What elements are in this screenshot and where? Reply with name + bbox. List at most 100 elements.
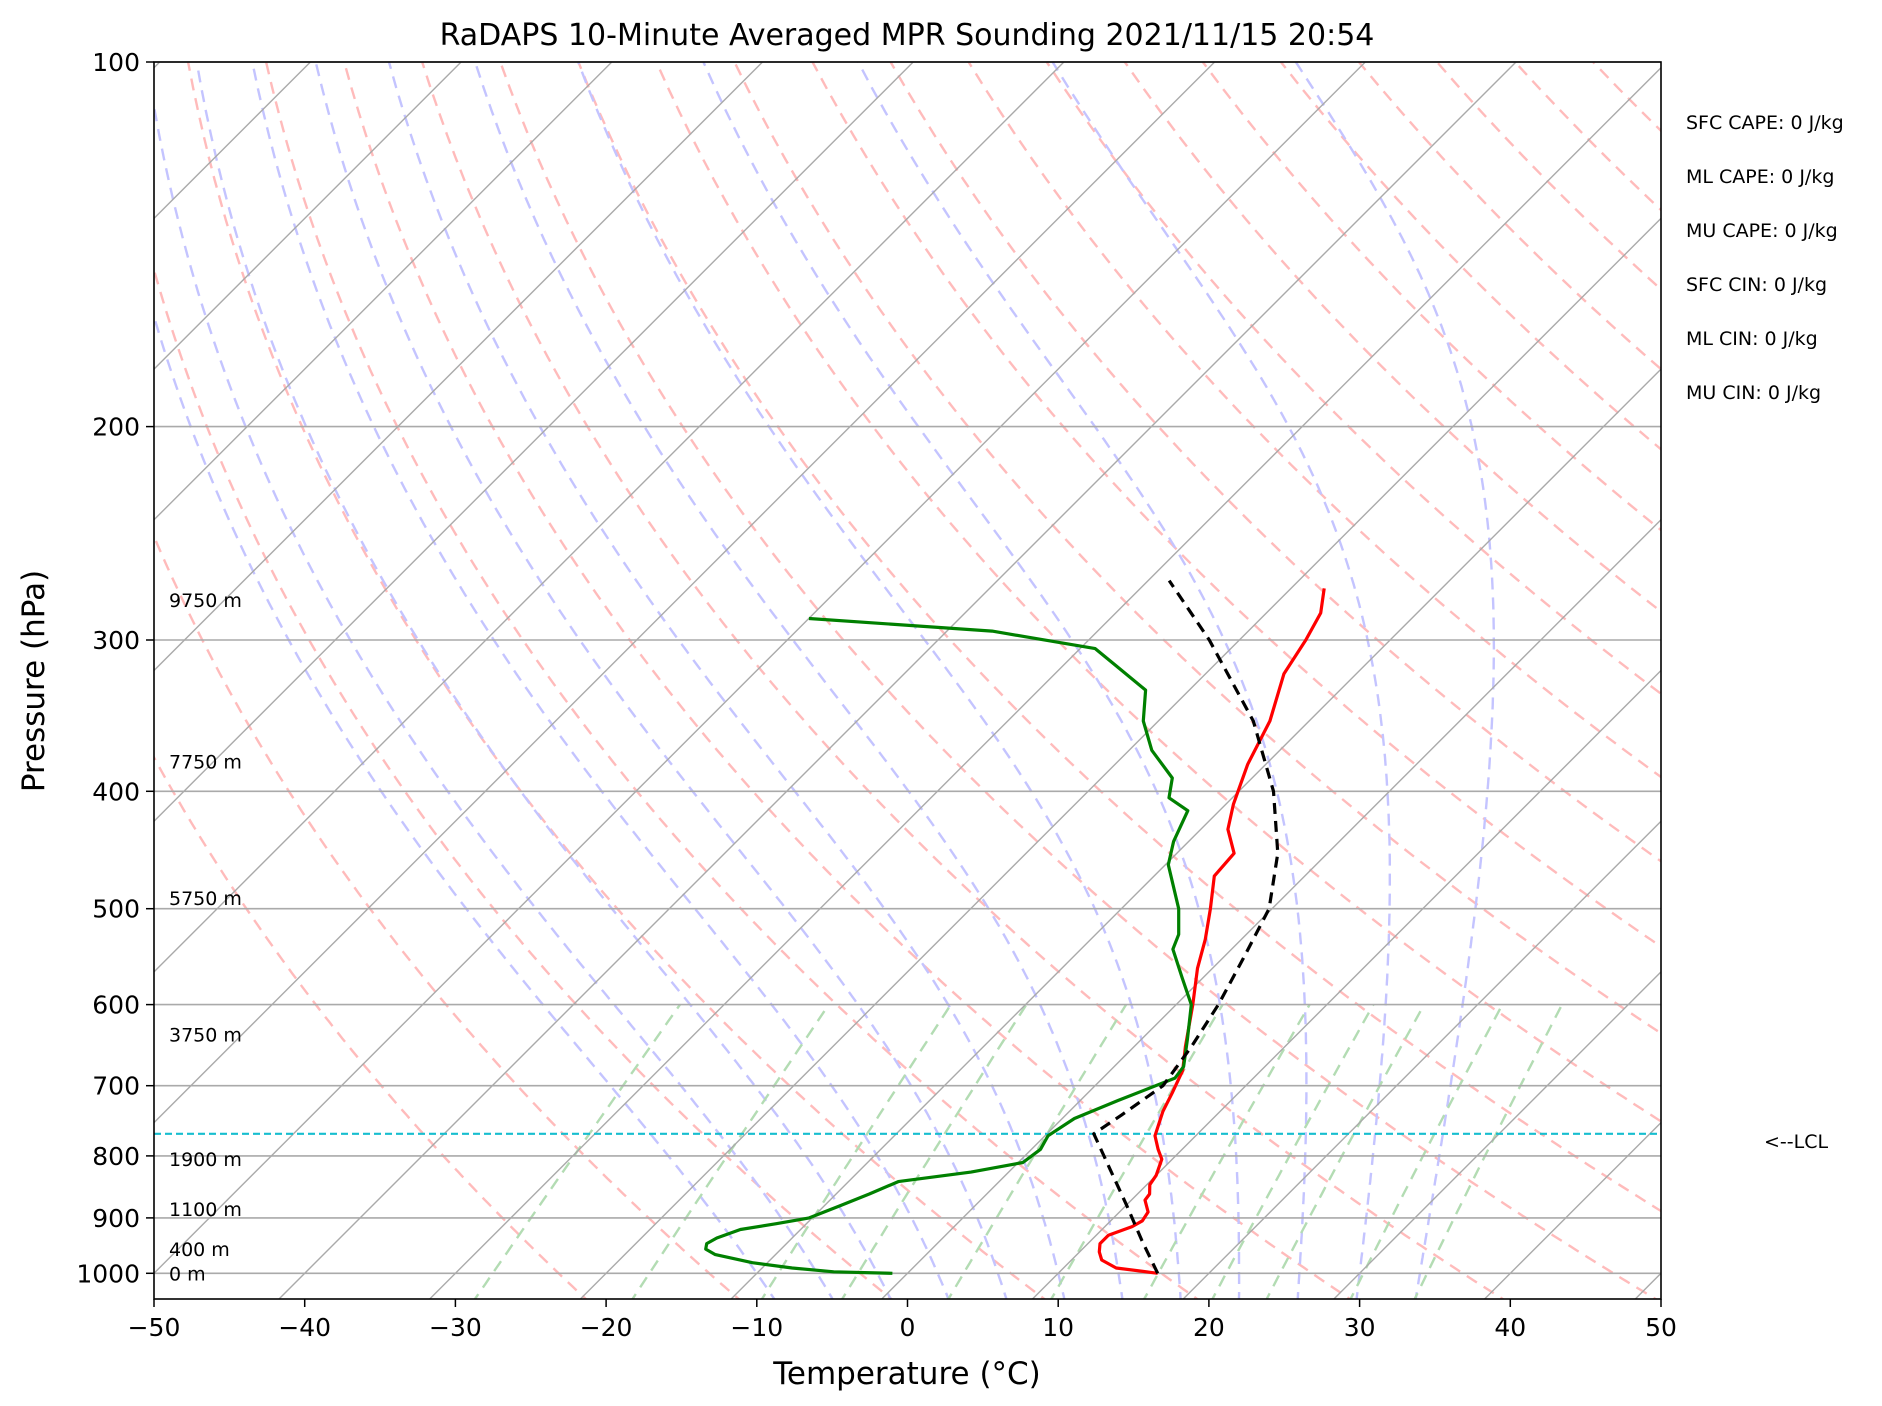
stability-indices: SFC CAPE: 0 J/kg ML CAPE: 0 J/kg MU CAPE: … xyxy=(1686,112,1844,404)
isotherm-line xyxy=(1634,1272,1661,1299)
isotherm-line xyxy=(0,62,9,1304)
mixing-ratio-line xyxy=(631,1003,830,1299)
stat-label: ML CIN: 0 J/kg xyxy=(1686,328,1818,350)
x-tick-label: 20 xyxy=(1193,1313,1225,1342)
moist-adiabat xyxy=(195,62,892,1299)
x-tick-label: −20 xyxy=(580,1313,633,1342)
x-tick-label: −10 xyxy=(730,1313,783,1342)
temperature-profile xyxy=(1097,588,1326,1275)
isotherm-line xyxy=(579,217,1661,1299)
x-tick-label: 0 xyxy=(900,1313,916,1342)
mixing-ratio-line xyxy=(1142,1004,1311,1299)
moist-adiabat xyxy=(154,98,834,1299)
x-tick-label: 50 xyxy=(1645,1313,1677,1342)
lcl-label: <--LCL xyxy=(1764,1131,1828,1153)
plot-frame xyxy=(153,61,1662,1300)
dry-adiabat xyxy=(154,265,894,1299)
mixing-ratio-line xyxy=(840,1003,1028,1299)
mixing-ratio-line xyxy=(1413,1004,1564,1299)
lcl-marker: <--LCL xyxy=(154,1131,1828,1153)
x-tick-label: −40 xyxy=(278,1313,331,1342)
height-label: 9750 m xyxy=(169,590,242,612)
isotherm-line xyxy=(730,368,1661,1299)
height-label: 7750 m xyxy=(169,752,242,774)
dry-adiabat xyxy=(154,533,741,1299)
height-label: 0 m xyxy=(169,1263,206,1285)
dry-adiabat xyxy=(342,62,1353,1299)
isotherm-line xyxy=(154,62,462,371)
y-axis-ticks: 1000 900 800 700 600 500 400 300 200 100 xyxy=(76,48,154,1288)
dry-adiabat xyxy=(1876,35,1882,1304)
dry-adiabat xyxy=(733,62,1661,1035)
mixing-ratio-line xyxy=(1265,1004,1426,1299)
moist-adiabat xyxy=(1294,62,1496,1299)
mixing-ratio-line xyxy=(760,1003,952,1299)
x-tick-label: −30 xyxy=(429,1313,482,1342)
isotherm-line xyxy=(154,62,914,823)
height-label: 3750 m xyxy=(169,1024,242,1046)
chart-title: RaDAPS 10-Minute Averaged MPR Sounding 2… xyxy=(440,18,1375,53)
y-tick-label: 300 xyxy=(92,626,140,655)
isotherm-line xyxy=(154,62,1366,1275)
isotherm-line xyxy=(154,62,1065,973)
mixing-ratio-line xyxy=(1211,1004,1375,1299)
isotherm-line xyxy=(1332,970,1661,1299)
mixing-ratio-line xyxy=(473,1003,681,1299)
isotherm-line xyxy=(154,62,613,521)
moist-adiabat xyxy=(473,62,1124,1299)
y-tick-label: 200 xyxy=(92,413,140,442)
y-tick-label: 1000 xyxy=(76,1259,140,1288)
isotherm-line xyxy=(154,62,763,672)
stat-label: MU CAPE: 0 J/kg xyxy=(1686,220,1838,242)
y-tick-label: 600 xyxy=(92,991,140,1020)
x-tick-label: 30 xyxy=(1344,1313,1376,1342)
height-label: 1900 m xyxy=(169,1149,242,1171)
isotherm-line xyxy=(1781,62,1882,1304)
mixing-ratio-line xyxy=(1049,1003,1224,1299)
height-label: 400 m xyxy=(169,1239,230,1261)
x-axis-ticks: −50 −40 −30 −20 −10 0 10 20 30 40 50 xyxy=(128,1299,1677,1342)
background-lines xyxy=(0,35,1882,1304)
mixing-ratio-line xyxy=(947,1003,1128,1299)
isobar-grid xyxy=(154,61,1661,1275)
stat-label: SFC CIN: 0 J/kg xyxy=(1686,274,1827,296)
x-tick-label: 10 xyxy=(1042,1313,1074,1342)
isotherm-line xyxy=(428,66,1661,1299)
isotherm-line xyxy=(880,518,1661,1299)
moist-adiabat xyxy=(154,312,776,1299)
y-tick-label: 700 xyxy=(92,1072,140,1101)
stat-label: ML CAPE: 0 J/kg xyxy=(1686,166,1834,188)
isotherm-line xyxy=(278,62,1517,1299)
parcel-profile xyxy=(1092,579,1280,1274)
y-axis-label: Pressure (hPa) xyxy=(16,570,52,792)
isotherm-line xyxy=(1031,669,1661,1299)
sounding-profiles xyxy=(704,579,1326,1275)
x-tick-label: 40 xyxy=(1494,1313,1526,1342)
isotherm-line xyxy=(1483,1121,1661,1299)
stat-label: MU CIN: 0 J/kg xyxy=(1686,382,1821,404)
isotherm-line xyxy=(154,62,1216,1124)
stat-label: SFC CAPE: 0 J/kg xyxy=(1686,112,1844,134)
moist-adiabat xyxy=(1051,62,1391,1299)
height-label: 5750 m xyxy=(169,888,242,910)
moist-adiabat xyxy=(314,62,1008,1299)
dry-adiabat xyxy=(499,62,1658,1299)
y-tick-label: 500 xyxy=(92,895,140,924)
height-label: 1100 m xyxy=(169,1199,242,1221)
isotherm-line xyxy=(1182,820,1661,1299)
dry-adiabat xyxy=(1123,62,1661,614)
dewpoint-profile xyxy=(704,616,1193,1275)
dry-adiabat xyxy=(577,62,1661,1213)
x-axis-label: Temperature (°C) xyxy=(772,1356,1041,1392)
y-tick-label: 400 xyxy=(92,777,140,806)
y-tick-label: 100 xyxy=(92,48,140,77)
y-tick-label: 900 xyxy=(92,1204,140,1233)
dry-adiabat xyxy=(811,62,1661,949)
x-tick-label: −50 xyxy=(128,1313,181,1342)
dry-adiabat xyxy=(655,62,1661,1123)
y-tick-label: 800 xyxy=(92,1142,140,1171)
dry-adiabat xyxy=(420,62,1505,1299)
dry-adiabat xyxy=(264,62,1200,1299)
